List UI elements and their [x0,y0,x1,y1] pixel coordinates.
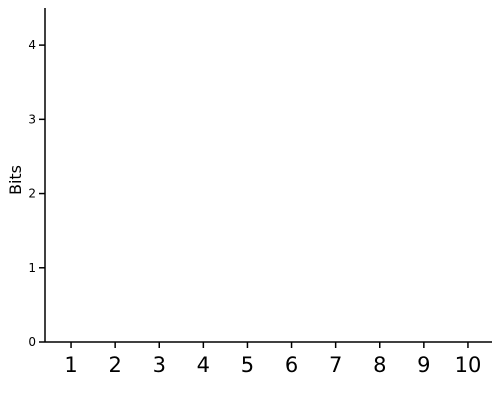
x-tick-label: 9 [417,353,430,377]
axes [44,8,492,343]
x-tick-label: 3 [153,353,166,377]
x-tick-label: 5 [241,353,254,377]
y-ticks: 0 1 2 3 4 [28,38,45,349]
x-ticks: 1 2 3 4 5 6 7 8 9 10 [64,342,481,377]
y-tick-label: 4 [28,38,36,52]
y-axis-title: Bits [6,165,25,195]
y-tick-label: 0 [28,335,36,349]
x-tick-label: 1 [64,353,77,377]
x-tick-label: 10 [455,353,482,377]
x-tick-label: 6 [285,353,298,377]
y-tick-label: 2 [28,187,36,201]
x-tick-label: 8 [373,353,386,377]
x-tick-label: 7 [329,353,342,377]
x-tick-label: 2 [108,353,121,377]
y-tick-label: 1 [28,261,36,275]
x-tick-label: 4 [197,353,210,377]
y-tick-label: 3 [28,112,36,126]
